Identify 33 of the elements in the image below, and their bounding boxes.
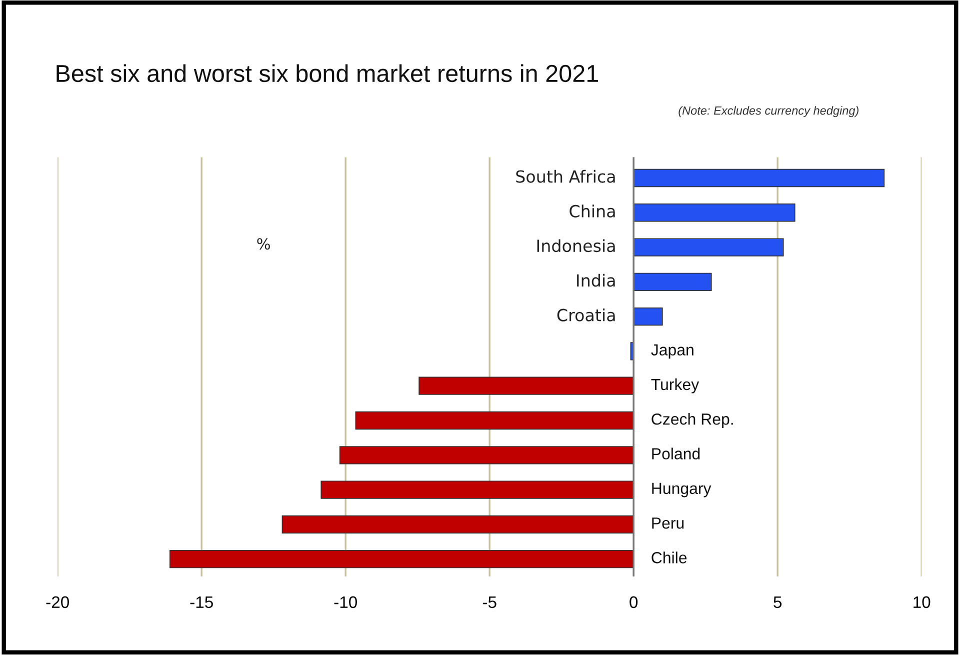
y-tick-label: Croatia xyxy=(557,308,615,322)
y-tick-label: Turkey xyxy=(651,378,700,394)
y-tick-label: South Africa xyxy=(516,170,615,183)
y-tick-label: Hungary xyxy=(652,482,712,498)
bar xyxy=(282,515,634,534)
y-tick-label: Czech Rep. xyxy=(652,413,733,428)
chart-title: Best six and worst six bond market returns in 2021 xyxy=(56,64,598,82)
bar xyxy=(339,446,634,464)
bar xyxy=(170,550,634,568)
bar xyxy=(320,480,634,499)
y-tick-label: Indonesia xyxy=(537,239,615,252)
bar xyxy=(355,411,634,430)
x-tick-label: -5 xyxy=(482,596,496,608)
x-tick-label: -10 xyxy=(334,596,357,608)
chart-subtitle: (Note: Excludes currency hedging) xyxy=(678,106,859,118)
x-tick-label: 10 xyxy=(914,596,930,608)
bar xyxy=(633,204,796,222)
x-tick-label: 0 xyxy=(630,596,638,608)
bar xyxy=(633,307,663,326)
y-tick-label: Japan xyxy=(651,344,694,359)
bar xyxy=(633,272,712,291)
y-tick-label: Chile xyxy=(652,552,687,564)
bar xyxy=(633,238,784,256)
x-tick-label: -15 xyxy=(190,596,213,608)
annotation: % xyxy=(257,238,270,250)
y-tick-label: China xyxy=(570,204,615,218)
bar xyxy=(633,168,885,188)
bar xyxy=(418,376,634,395)
y-tick-label: Peru xyxy=(652,518,684,529)
y-tick-label: Poland xyxy=(652,448,700,460)
y-tick-label: India xyxy=(577,274,615,287)
x-tick-label: 5 xyxy=(774,596,782,608)
x-tick-label: -20 xyxy=(46,596,69,608)
